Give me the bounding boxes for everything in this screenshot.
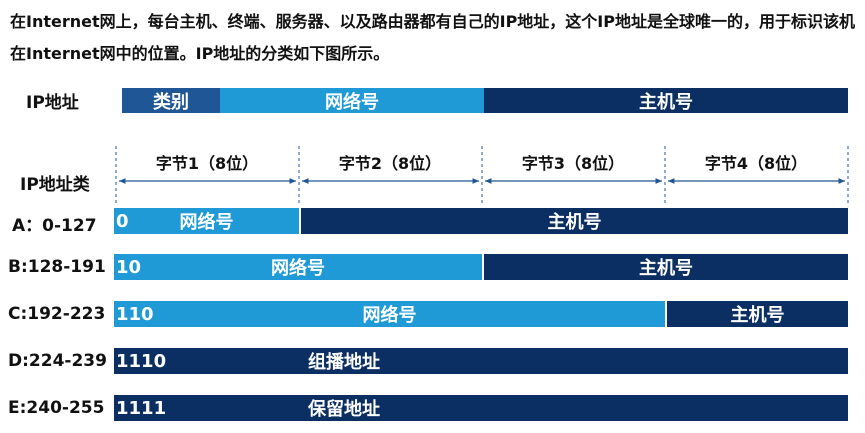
class-d-full-label: 组播地址 (308, 352, 380, 373)
host-segment-label: 主机号 (639, 91, 693, 113)
class-e-label: E:240-255 (8, 398, 105, 418)
class-a-host-label: 主机号 (547, 212, 602, 233)
class-c-prefix: 110 (116, 303, 154, 325)
class-d-bar: 1110 组播地址 (114, 348, 848, 374)
class-c-host-label: 主机号 (730, 305, 785, 326)
class-segment: 类别 (122, 88, 220, 113)
class-e-prefix: 1111 (116, 397, 167, 419)
class-b-network-segment: 10 网络号 (114, 254, 482, 280)
ip-address-label: IP地址 (26, 93, 79, 113)
class-a-host-segment: 主机号 (301, 208, 848, 234)
class-b-network-label: 网络号 (271, 258, 325, 279)
byte-4-label: 字节4（8位） (704, 154, 808, 173)
byte-3-label: 字节3（8位） (521, 154, 625, 173)
host-segment: 主机号 (484, 88, 848, 113)
class-b-prefix: 10 (116, 256, 142, 278)
class-a-network-label: 网络号 (179, 212, 234, 233)
class-b-bar: 10 网络号 主机号 (114, 254, 848, 280)
ip-class-header-label: IP地址类 (20, 175, 90, 195)
class-b-host-label: 主机号 (639, 258, 693, 279)
class-c-host-segment: 主机号 (667, 301, 848, 327)
network-segment: 网络号 (220, 88, 484, 113)
network-segment-label: 网络号 (325, 91, 379, 113)
class-d-prefix: 1110 (116, 350, 167, 372)
class-a-label: A：0-127 (12, 216, 97, 236)
class-segment-label: 类别 (153, 91, 189, 113)
class-c-network-segment: 110 网络号 (114, 301, 665, 327)
class-b-host-segment: 主机号 (484, 254, 848, 280)
class-d-label: D:224-239 (8, 351, 107, 371)
class-e-bar: 1111 保留地址 (114, 395, 848, 421)
byte-1-label: 字节1（8位） (155, 154, 259, 173)
class-b-label: B:128-191 (8, 257, 106, 277)
class-c-bar: 110 网络号 主机号 (114, 301, 848, 327)
class-a-bar: 0 网络号 主机号 (114, 208, 848, 234)
byte-2-label: 字节2（8位） (338, 154, 442, 173)
class-a-network-segment: 0 网络号 (114, 208, 299, 234)
ip-structure-bar: 类别 网络号 主机号 (122, 88, 848, 113)
class-a-prefix: 0 (116, 210, 129, 232)
class-e-full-label: 保留地址 (308, 399, 380, 420)
intro-paragraph: 在Internet网上，每台主机、终端、服务器、以及路由器都有自己的IP地址，这… (10, 12, 855, 63)
class-c-label: C:192-223 (8, 304, 106, 324)
class-c-network-label: 网络号 (362, 305, 417, 326)
